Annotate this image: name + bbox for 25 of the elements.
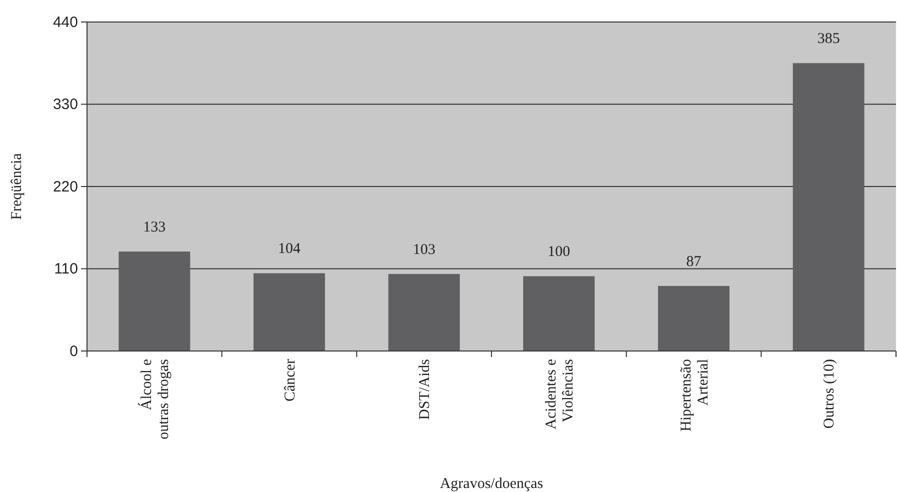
bar [523,276,595,351]
x-tick-label: Câncer [282,359,298,402]
x-tick-label: DST/Aids [417,358,434,420]
bar [658,286,730,351]
y-axis-title: Freqüência [9,152,25,220]
x-axis-title: Agravos/doenças [440,476,544,492]
x-tick-label: Acidentes e Violências [543,358,576,430]
bar [254,273,325,351]
bar [118,252,190,351]
x-tick-label: Outros (10) [822,359,838,429]
y-tick-label: 220 [52,178,78,196]
bar [792,63,864,351]
data-label: 104 [278,241,301,258]
data-label: 100 [548,244,570,260]
y-tick-label: 440 [52,14,78,31]
data-label: 87 [686,254,702,270]
x-tick-label: Hipertensão Arterial [678,359,712,432]
y-tick-label: 110 [54,260,78,278]
data-label: 385 [817,31,840,48]
y-tick-label: 330 [52,96,78,114]
bar [388,274,460,351]
y-tick-label: 0 [70,342,78,360]
data-label: 103 [412,242,436,258]
data-label: 133 [143,220,166,236]
x-tick-label: Álcool e outras drogas [138,358,172,440]
